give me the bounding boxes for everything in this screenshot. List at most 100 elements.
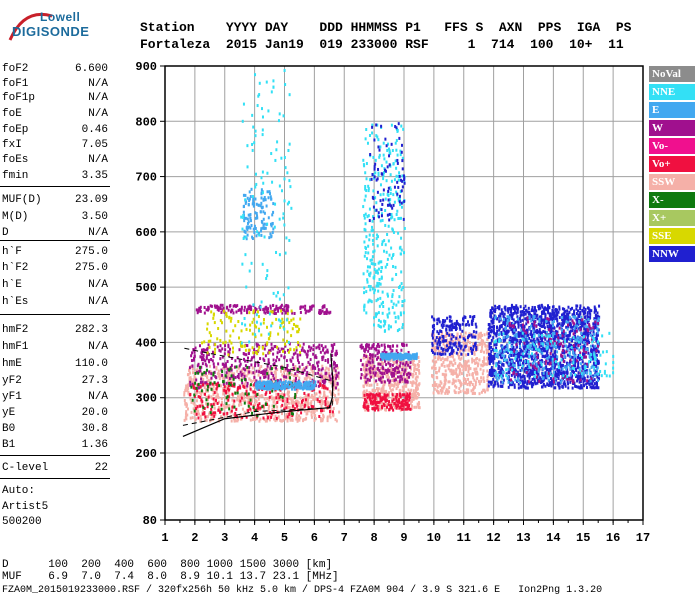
echo-point	[376, 271, 379, 275]
echo-point	[433, 352, 436, 356]
echo-point	[208, 331, 211, 335]
echo-point	[444, 334, 447, 338]
echo-point	[411, 392, 414, 396]
echo-point	[563, 375, 566, 379]
echo-point	[477, 337, 480, 341]
echo-point	[191, 351, 194, 355]
echo-point	[313, 394, 316, 398]
echo-point	[294, 365, 297, 369]
echo-point	[331, 410, 334, 414]
echo-point	[227, 376, 230, 380]
echo-point	[290, 411, 293, 415]
echo-point	[481, 333, 484, 337]
echo-point	[262, 210, 265, 214]
echo-point	[237, 417, 240, 421]
echo-point	[326, 350, 329, 354]
echo-point	[387, 344, 390, 348]
echo-point	[283, 387, 286, 391]
echo-point	[197, 308, 200, 312]
echo-point	[376, 352, 379, 356]
echo-point	[391, 363, 394, 367]
echo-point	[250, 358, 253, 362]
echo-point	[306, 370, 309, 374]
echo-point	[384, 399, 387, 403]
echo-point	[183, 391, 186, 395]
echo-point	[256, 214, 259, 218]
echo-point	[464, 377, 467, 381]
echo-point	[219, 407, 222, 411]
echo-point	[404, 380, 407, 384]
echo-point	[280, 365, 283, 369]
echo-point	[393, 357, 396, 361]
echo-point	[431, 341, 434, 345]
echo-point	[364, 251, 367, 255]
echo-point	[439, 329, 442, 333]
echo-point	[402, 354, 405, 358]
echo-point	[379, 219, 382, 223]
echo-point	[264, 354, 267, 358]
param-name: foEp	[2, 124, 29, 136]
echo-point	[261, 370, 264, 374]
echo-point	[283, 309, 286, 313]
echo-point	[393, 360, 396, 364]
echo-point	[228, 381, 231, 385]
echo-point	[287, 376, 290, 380]
y-tick-label: 700	[135, 171, 157, 185]
echo-point	[274, 414, 277, 418]
echo-point	[503, 312, 506, 316]
echo-point	[483, 380, 486, 384]
echo-point	[417, 365, 420, 369]
echo-point	[268, 404, 271, 408]
echo-point	[579, 312, 582, 316]
echo-point	[255, 202, 258, 206]
echo-point	[494, 310, 497, 314]
echo-point	[274, 402, 277, 406]
echo-point	[415, 367, 418, 371]
echo-point	[252, 309, 255, 313]
echo-point	[267, 407, 270, 411]
echo-point	[206, 383, 209, 387]
echo-point	[397, 185, 400, 189]
echo-point	[392, 302, 395, 306]
echo-point	[382, 173, 385, 177]
echo-point	[299, 403, 302, 407]
echo-point	[366, 393, 369, 397]
echo-point	[396, 351, 399, 355]
echo-point	[366, 377, 369, 381]
echo-point	[261, 133, 264, 137]
echo-point	[433, 366, 436, 370]
echo-point	[247, 398, 250, 402]
echo-point	[510, 325, 513, 329]
echo-point	[469, 315, 472, 319]
echo-point	[452, 355, 455, 359]
echo-point	[334, 369, 337, 373]
echo-point	[464, 338, 467, 342]
echo-point	[271, 321, 274, 325]
echo-point	[442, 342, 445, 346]
x-tick-label: 12	[486, 531, 500, 545]
echo-point	[293, 382, 296, 386]
echo-point	[213, 351, 216, 355]
echo-point	[385, 363, 388, 367]
echo-point	[227, 384, 230, 388]
echo-point	[415, 384, 418, 388]
echo-point	[389, 173, 392, 177]
echo-point	[362, 365, 365, 369]
echo-point	[278, 184, 281, 188]
echo-point	[397, 231, 400, 235]
echo-point	[481, 364, 484, 368]
echo-point	[379, 296, 382, 300]
echo-point	[281, 307, 284, 311]
echo-point	[364, 171, 367, 175]
echo-point	[375, 401, 378, 405]
echo-point	[309, 402, 312, 406]
echo-point	[230, 316, 233, 320]
echo-point	[324, 386, 327, 390]
echo-point	[186, 389, 189, 393]
echo-point	[292, 352, 295, 356]
echo-point	[240, 403, 243, 407]
echo-point	[301, 403, 304, 407]
echo-point	[443, 358, 446, 362]
echo-point	[321, 409, 324, 413]
echo-point	[270, 385, 273, 389]
